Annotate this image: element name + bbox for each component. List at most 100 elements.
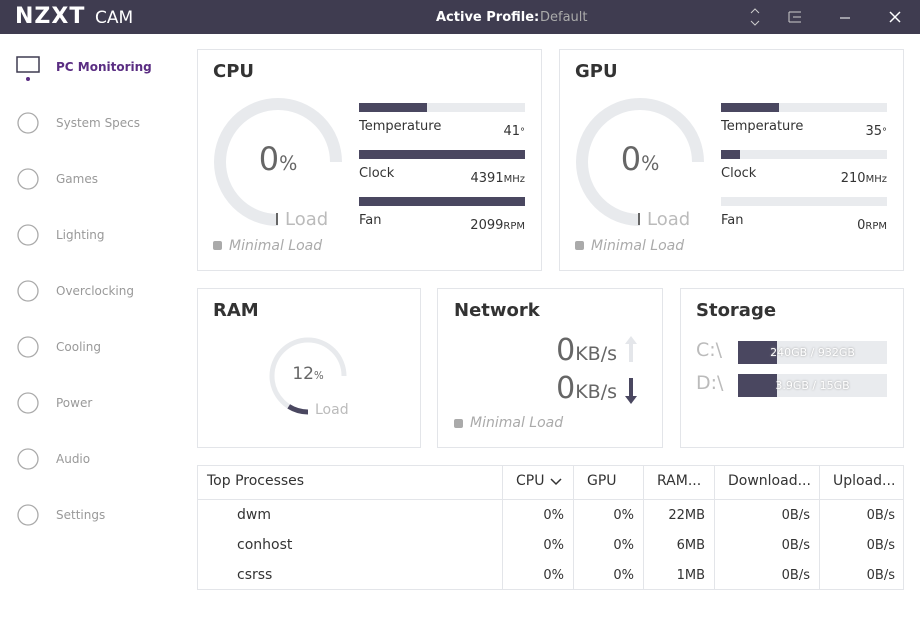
bar-fill [359,197,525,206]
cell: 0% [543,538,564,553]
nav-item[interactable]: Overclocking [56,284,134,298]
status-dot [213,241,222,250]
card-title: CPU [213,61,255,82]
col-rule [573,465,574,590]
nav-icon [17,280,39,302]
icon-dot [26,77,30,81]
stat-label: Clock [721,166,757,181]
column-header[interactable]: RAM... [657,473,702,489]
nav-item[interactable]: Lighting [56,228,105,242]
stat-value: 0RPM [787,214,887,233]
icon [17,448,39,470]
nav-icon [17,448,39,470]
gauge-value: 0% [238,140,318,178]
icon [17,112,39,134]
value: 35 [865,124,882,139]
status: Minimal Load [229,238,323,254]
cell: 0B/s [781,538,810,553]
column-header[interactable]: Download... [728,473,811,489]
unit: RPM [865,221,887,232]
cell: 0% [613,538,634,553]
nav-item[interactable]: System Specs [56,116,141,130]
column-header[interactable]: Upload... [833,473,896,489]
icon [17,168,39,190]
network-card [437,288,663,448]
col-rule [819,465,820,590]
gauge-value: 12% [268,364,348,384]
cell: 6MB [676,538,705,553]
gauge-tick [638,213,640,225]
value: 210 [840,171,866,186]
stat-label: Temperature [721,119,804,134]
cell: 22MB [668,508,705,523]
bar-fill [721,150,740,159]
nav-item[interactable]: Settings [56,508,106,522]
card-title: Network [454,300,540,321]
drive-fill [738,374,777,397]
process-table [197,465,904,590]
drive-letter: C:\ [696,339,723,361]
stat-label: Fan [359,213,382,228]
nav-item[interactable]: Games [56,172,98,186]
load-label: Load [647,209,691,230]
process-name: conhost [237,537,293,553]
load-value: 12 [292,364,314,385]
gauge-tick [276,213,278,225]
process-name: csrss [237,567,273,583]
col-rule [502,465,503,590]
load-unit: % [641,151,660,175]
value: 4391 [470,171,504,186]
column-header[interactable]: Top Processes [207,473,305,489]
stat-label: Fan [721,213,744,228]
cell: 1MB [676,568,705,583]
gauge-value: 0% [600,140,680,178]
load-label: Load [285,209,329,230]
load-unit: % [313,371,324,383]
unit: MHz [503,174,525,185]
stat-value: 2099RPM [425,214,525,233]
load-value: 0 [258,139,280,178]
cell: 0B/s [866,508,895,523]
status-dot [575,241,584,250]
bar-track [359,103,525,112]
column-header[interactable]: CPU [516,473,545,489]
title-bar: NZXT CAM Active Profile: Default [0,0,920,34]
nav-icon [17,504,39,526]
profile[interactable]: Default [540,10,588,25]
stat-value: 4391MHz [425,167,526,186]
rate-unit: KB/s [575,381,617,403]
icon [17,224,39,246]
load-unit: % [279,151,298,175]
arrows [625,336,637,404]
storage-card [680,288,904,448]
load-label: Load [315,402,349,418]
rate: 0KB/s [500,333,617,368]
status: Minimal Load [470,415,564,431]
icon [17,336,39,358]
bar-track [721,103,887,112]
card-title: RAM [213,300,259,321]
nav-item[interactable]: PC Monitoring [56,60,152,74]
icon [17,280,39,302]
stat-value: 35° [787,120,887,139]
rate-value: 0 [556,333,576,368]
nav-icon [17,336,39,358]
nav-item[interactable]: Audio [56,452,91,466]
value: 2099 [470,218,504,233]
arrow-down [625,378,637,404]
value: 0 [857,218,866,233]
gpu-card [559,49,904,271]
bar-fill [359,150,525,159]
drive-letter: D:\ [696,372,724,394]
sort-icon [550,478,562,486]
icon [16,56,40,73]
gauge-track [214,98,342,226]
column-header[interactable]: GPU [587,473,617,489]
bar-track [721,197,887,206]
nav-item[interactable]: Cooling [56,340,101,354]
window-controls[interactable] [745,8,905,28]
status: Minimal Load [591,238,685,254]
nav-icon [17,168,39,190]
nav-item[interactable]: Power [56,396,93,410]
header-rule [197,499,904,500]
